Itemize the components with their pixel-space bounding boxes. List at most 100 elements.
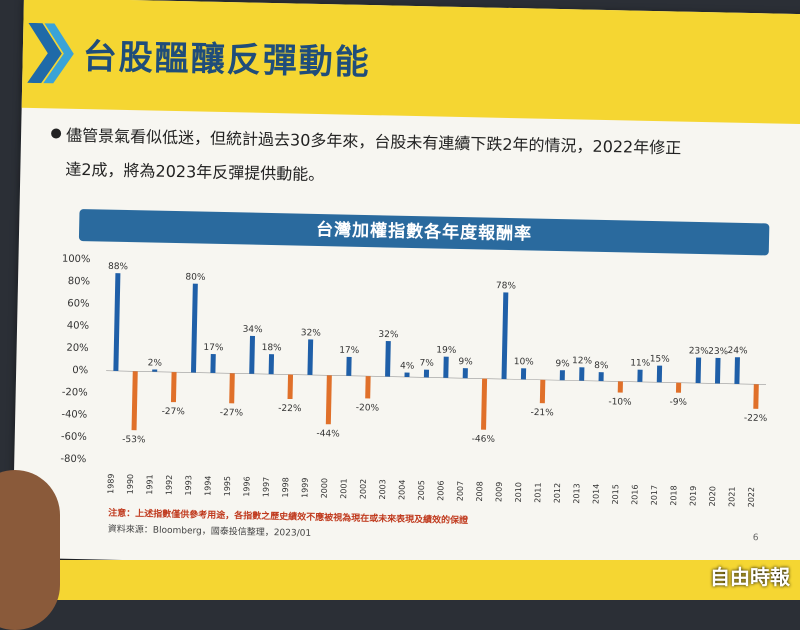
x-tick-label: 2002 bbox=[359, 479, 368, 500]
bar-2011 bbox=[539, 379, 546, 404]
bar-2020 bbox=[714, 357, 721, 384]
value-label: 23% bbox=[689, 346, 710, 356]
value-label: 2% bbox=[148, 358, 163, 368]
page-title: 台股醞釀反彈動能 bbox=[82, 37, 372, 84]
bar-1991 bbox=[152, 369, 158, 372]
x-tick-label: 2007 bbox=[456, 481, 465, 502]
x-tick-label: 2019 bbox=[689, 486, 698, 507]
x-tick-label: 2011 bbox=[533, 482, 542, 503]
value-label: 32% bbox=[301, 328, 322, 338]
value-label: 9% bbox=[555, 359, 570, 369]
bar-1993 bbox=[190, 283, 198, 373]
value-label: -46% bbox=[472, 434, 496, 444]
value-label: -9% bbox=[669, 398, 687, 408]
value-label: -10% bbox=[608, 397, 632, 407]
y-tick-label: 40% bbox=[67, 320, 89, 331]
next-page-edge bbox=[40, 560, 800, 600]
bar-2010 bbox=[520, 368, 527, 380]
x-tick-label: 2006 bbox=[436, 480, 445, 501]
x-tick-label: 2009 bbox=[494, 482, 503, 503]
y-tick-label: 80% bbox=[68, 276, 90, 287]
x-tick-label: 2005 bbox=[417, 480, 426, 501]
bar-2003 bbox=[385, 340, 391, 377]
x-tick-label: 2020 bbox=[708, 486, 717, 507]
bar-2006 bbox=[443, 356, 449, 378]
y-tick-label: -80% bbox=[60, 454, 86, 466]
value-label: 32% bbox=[378, 330, 399, 340]
value-label: 78% bbox=[496, 281, 517, 291]
y-tick-label: -60% bbox=[61, 431, 87, 443]
bar-2008 bbox=[481, 378, 488, 430]
value-label: 18% bbox=[262, 343, 283, 353]
bar-1994 bbox=[210, 354, 216, 373]
value-label: 4% bbox=[400, 361, 415, 371]
value-label: 9% bbox=[458, 357, 473, 367]
value-label: 11% bbox=[630, 358, 651, 368]
bar-2022 bbox=[753, 384, 759, 409]
x-tick-label: 2012 bbox=[553, 483, 562, 504]
value-label: 10% bbox=[514, 357, 535, 367]
value-label: 15% bbox=[650, 354, 671, 364]
x-tick-label: 1992 bbox=[165, 475, 174, 496]
header-bar: 台股醞釀反彈動能 bbox=[21, 0, 800, 125]
x-tick-label: 1989 bbox=[106, 473, 115, 494]
value-label: -22% bbox=[744, 414, 768, 424]
hand bbox=[0, 470, 60, 630]
bar-1999 bbox=[307, 339, 314, 376]
page-number: 6 bbox=[752, 533, 759, 544]
x-tick-label: 1993 bbox=[184, 475, 193, 496]
bar-2017 bbox=[656, 365, 663, 383]
x-tick-label: 2010 bbox=[514, 482, 523, 503]
bar-2019 bbox=[695, 357, 702, 384]
value-label: -27% bbox=[220, 408, 244, 418]
bar-2018 bbox=[675, 382, 682, 393]
x-tick-label: 1991 bbox=[145, 474, 154, 495]
bar-2013 bbox=[579, 367, 585, 381]
bar-2016 bbox=[637, 369, 643, 382]
x-tick-label: 2003 bbox=[378, 479, 387, 500]
value-label: 34% bbox=[243, 325, 264, 335]
x-tick-label: 2021 bbox=[727, 486, 736, 507]
bar-1995 bbox=[229, 373, 235, 404]
bar-1992 bbox=[170, 372, 177, 403]
bar-1990 bbox=[131, 371, 138, 431]
y-tick-label: 0% bbox=[72, 365, 88, 376]
x-tick-label: 1994 bbox=[203, 475, 212, 496]
bar-2015 bbox=[617, 381, 623, 393]
x-tick-label: 2015 bbox=[611, 484, 620, 505]
value-label: 23% bbox=[708, 347, 729, 357]
value-label: -20% bbox=[356, 403, 380, 413]
value-label: 24% bbox=[727, 346, 748, 356]
value-label: -22% bbox=[278, 404, 302, 414]
x-tick-label: 1999 bbox=[300, 478, 309, 499]
value-label: 17% bbox=[203, 343, 224, 353]
value-label: 12% bbox=[572, 356, 593, 366]
y-tick-label: 60% bbox=[67, 298, 89, 309]
bar-chart: 100% 80% 60% 40% 20% 0% -20% -40% -60% -80% 88% 198… bbox=[60, 254, 768, 508]
y-tick-label: -20% bbox=[62, 387, 88, 399]
zero-axis bbox=[106, 370, 767, 385]
bar-1997 bbox=[268, 354, 275, 375]
source-text: 資料來源：Bloomberg，國泰投信整理，2023/01 bbox=[107, 524, 312, 539]
bar-1996 bbox=[249, 335, 256, 374]
x-tick-label: 2022 bbox=[747, 487, 756, 508]
y-tick-label: 100% bbox=[62, 254, 91, 266]
bullet-dot bbox=[51, 128, 62, 139]
x-tick-label: 2008 bbox=[475, 481, 484, 502]
watermark: 自由時報 bbox=[710, 565, 790, 589]
x-tick-label: 1990 bbox=[126, 474, 135, 495]
bar-2014 bbox=[598, 372, 604, 382]
bar-1989 bbox=[113, 273, 121, 371]
value-label: 19% bbox=[436, 346, 457, 356]
x-tick-label: 2001 bbox=[339, 478, 348, 499]
bar-2002 bbox=[365, 376, 371, 399]
bar-2007 bbox=[462, 368, 468, 379]
bar-2012 bbox=[559, 370, 565, 381]
value-label: 80% bbox=[185, 272, 206, 282]
x-tick-label: 2017 bbox=[650, 485, 659, 506]
bar-2009 bbox=[501, 292, 509, 380]
x-tick-label: 1998 bbox=[281, 477, 290, 498]
value-label: -27% bbox=[162, 407, 186, 417]
x-tick-label: 2000 bbox=[320, 478, 329, 499]
booklet-page: 台股醞釀反彈動能 儘管景氣看似低迷，但統計過去30多年來，台股未有連續下跌2年的… bbox=[12, 0, 800, 575]
